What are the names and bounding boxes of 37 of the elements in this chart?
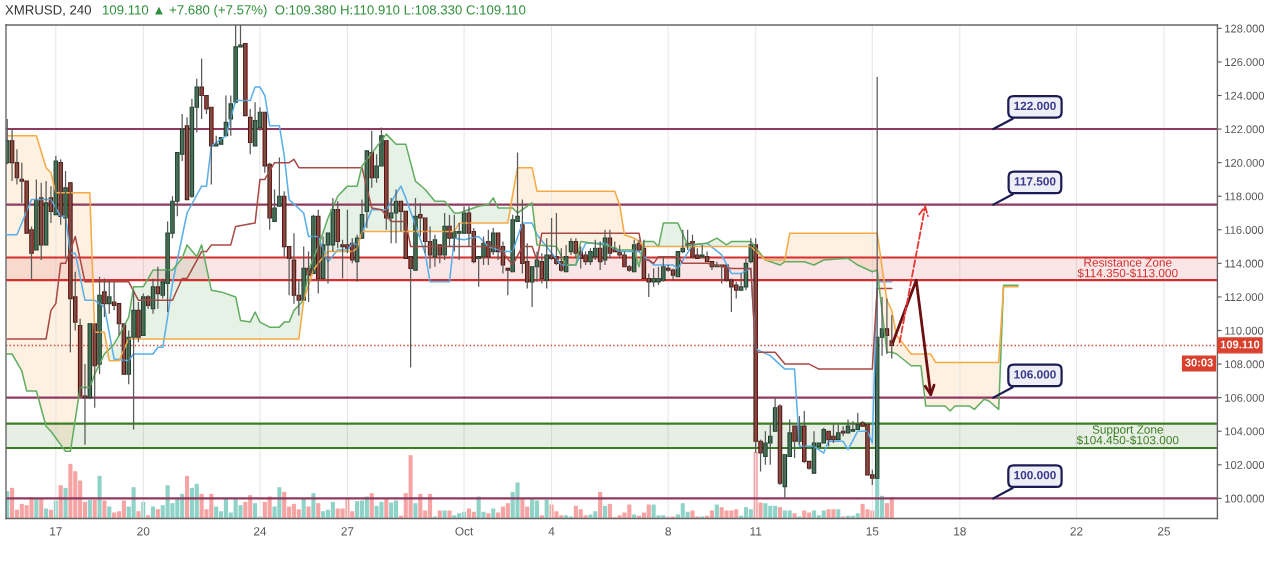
x-tick-label: 8 (665, 527, 671, 536)
y-tick-label: 104.000 (1225, 427, 1265, 436)
y-tick-label: 122.000 (1225, 125, 1265, 134)
x-tick-label: 4 (548, 527, 555, 536)
chart-subtitle: 109.110 ▲ +7.680 (+7.57%) O:109.380 H:110.910 L:108.330 C:109.110 (103, 4, 526, 18)
y-tick-label: 114.000 (1225, 259, 1264, 268)
y-tick-label: 102.000 (1225, 461, 1265, 469)
band-label: Resistance Zone $114.350-$113.000 (1077, 258, 1178, 278)
x-tick-label: 22 (1070, 527, 1083, 536)
band-label: Support Zone $104.450-$103.000 (1076, 425, 1179, 445)
y-tick-label: 110.000 (1225, 326, 1264, 335)
y-tick-label: 120.000 (1225, 158, 1265, 167)
x-tick-label: 15 (866, 527, 879, 536)
annotation: 30:03 (1185, 358, 1213, 367)
ref-line-label: 122.000 (1014, 101, 1056, 111)
x-tick-label: 17 (50, 527, 62, 536)
x-tick-label: 18 (954, 527, 966, 536)
ref-line-label: 100.000 (1014, 470, 1056, 480)
chart-title: XMRUSD, 240 (5, 5, 92, 17)
ref-line-label: 106.000 (1014, 370, 1056, 379)
x-tick-label: 27 (341, 527, 354, 536)
y-tick-label: 128.000 (1225, 24, 1265, 33)
y-tick-label: 108.000 (1225, 360, 1265, 369)
ref-line-label: 117.500 (1014, 177, 1056, 186)
y-tick-label: 118.000 (1225, 192, 1264, 201)
ref-line-label: 109.110 (1220, 340, 1260, 349)
y-tick-label: 112.000 (1225, 293, 1264, 302)
y-tick-label: 106.000 (1225, 393, 1265, 402)
x-tick-label: 11 (750, 527, 762, 536)
y-tick-label: 100.000 (1225, 494, 1265, 503)
y-tick-label: 124.000 (1225, 91, 1265, 100)
x-tick-label: 25 (1157, 527, 1171, 536)
x-tick-label: 20 (137, 527, 150, 536)
y-tick-label: 126.000 (1225, 58, 1265, 67)
y-tick-label: 116.000 (1225, 226, 1264, 234)
x-tick-label: Oct (455, 527, 474, 536)
x-tick-label: 24 (253, 527, 267, 536)
